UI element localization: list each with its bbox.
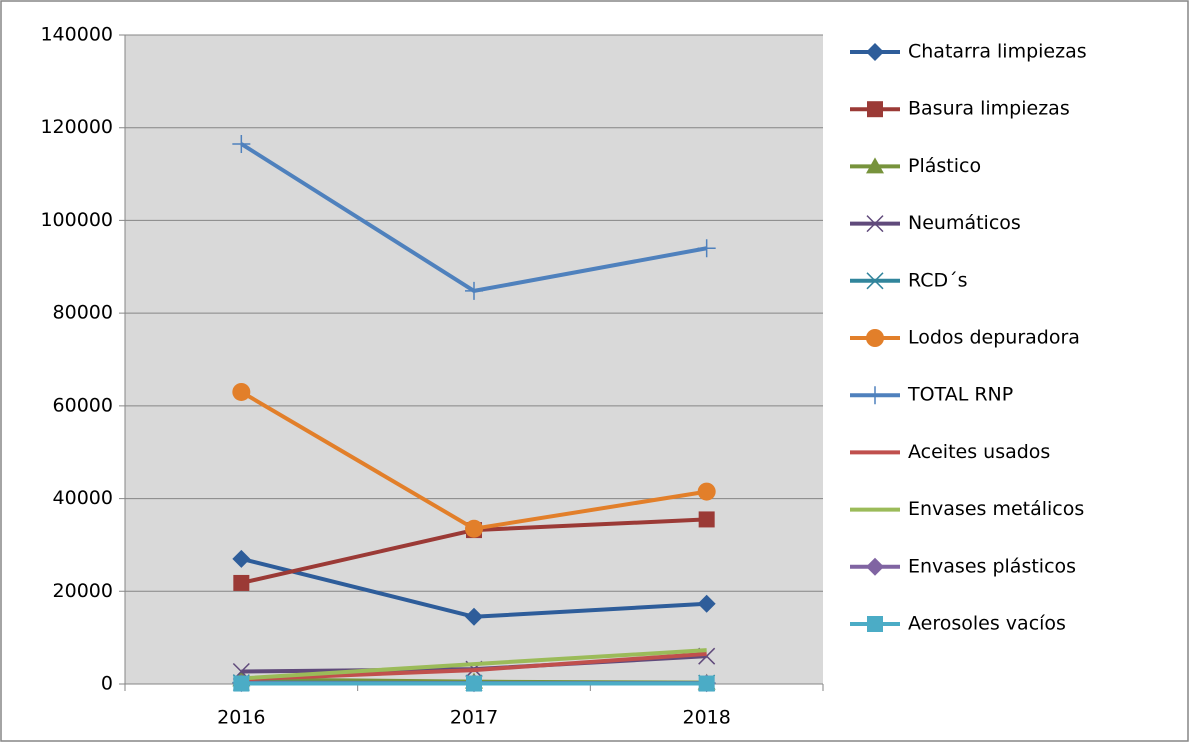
marker [465, 281, 483, 300]
marker [697, 239, 716, 258]
legend-label: Basura limpiezas [908, 98, 1070, 120]
series-line [241, 651, 707, 682]
marker [698, 511, 715, 528]
marker [866, 329, 884, 347]
legend-label: Chatarra limpiezas [908, 41, 1087, 63]
legend-label: Envases metálicos [908, 498, 1084, 520]
y-tick-label: 0 [101, 673, 113, 695]
marker [866, 272, 884, 290]
plot-area [125, 35, 823, 684]
x-tick-label: 2017 [450, 707, 498, 729]
legend-label: Neumáticos [908, 212, 1021, 234]
legend-label: Lodos depuradora [908, 327, 1080, 349]
marker [866, 386, 884, 405]
marker [232, 549, 251, 568]
y-tick-label: 140000 [40, 24, 113, 46]
marker [866, 215, 884, 233]
legend-label: Aerosoles vacíos [908, 613, 1066, 635]
y-tick-label: 80000 [53, 302, 113, 324]
marker [233, 675, 250, 692]
y-tick-label: 120000 [40, 116, 113, 138]
x-tick-label: 2016 [217, 707, 265, 729]
marker [465, 607, 483, 626]
series-line [241, 648, 707, 681]
marker [866, 557, 884, 576]
legend-label: Plástico [908, 155, 981, 177]
legend-label: RCD´s [908, 269, 968, 291]
y-tick-label: 40000 [53, 487, 113, 509]
y-tick-label: 20000 [53, 580, 113, 602]
marker [697, 594, 716, 613]
x-tick-label: 2018 [682, 707, 730, 729]
marker [233, 574, 250, 591]
marker [466, 675, 482, 692]
legend-label: Envases plásticos [908, 555, 1076, 577]
marker [867, 101, 883, 118]
marker [867, 616, 883, 632]
marker [232, 382, 251, 401]
marker [698, 675, 715, 692]
y-tick-label: 60000 [53, 394, 113, 416]
marker [697, 482, 716, 501]
marker [866, 157, 884, 174]
legend-label: Aceites usados [908, 441, 1050, 463]
marker [465, 519, 483, 538]
y-tick-label: 100000 [40, 209, 113, 231]
marker [232, 134, 251, 153]
legend-label: TOTAL RNP [907, 384, 1013, 406]
marker [866, 43, 884, 61]
